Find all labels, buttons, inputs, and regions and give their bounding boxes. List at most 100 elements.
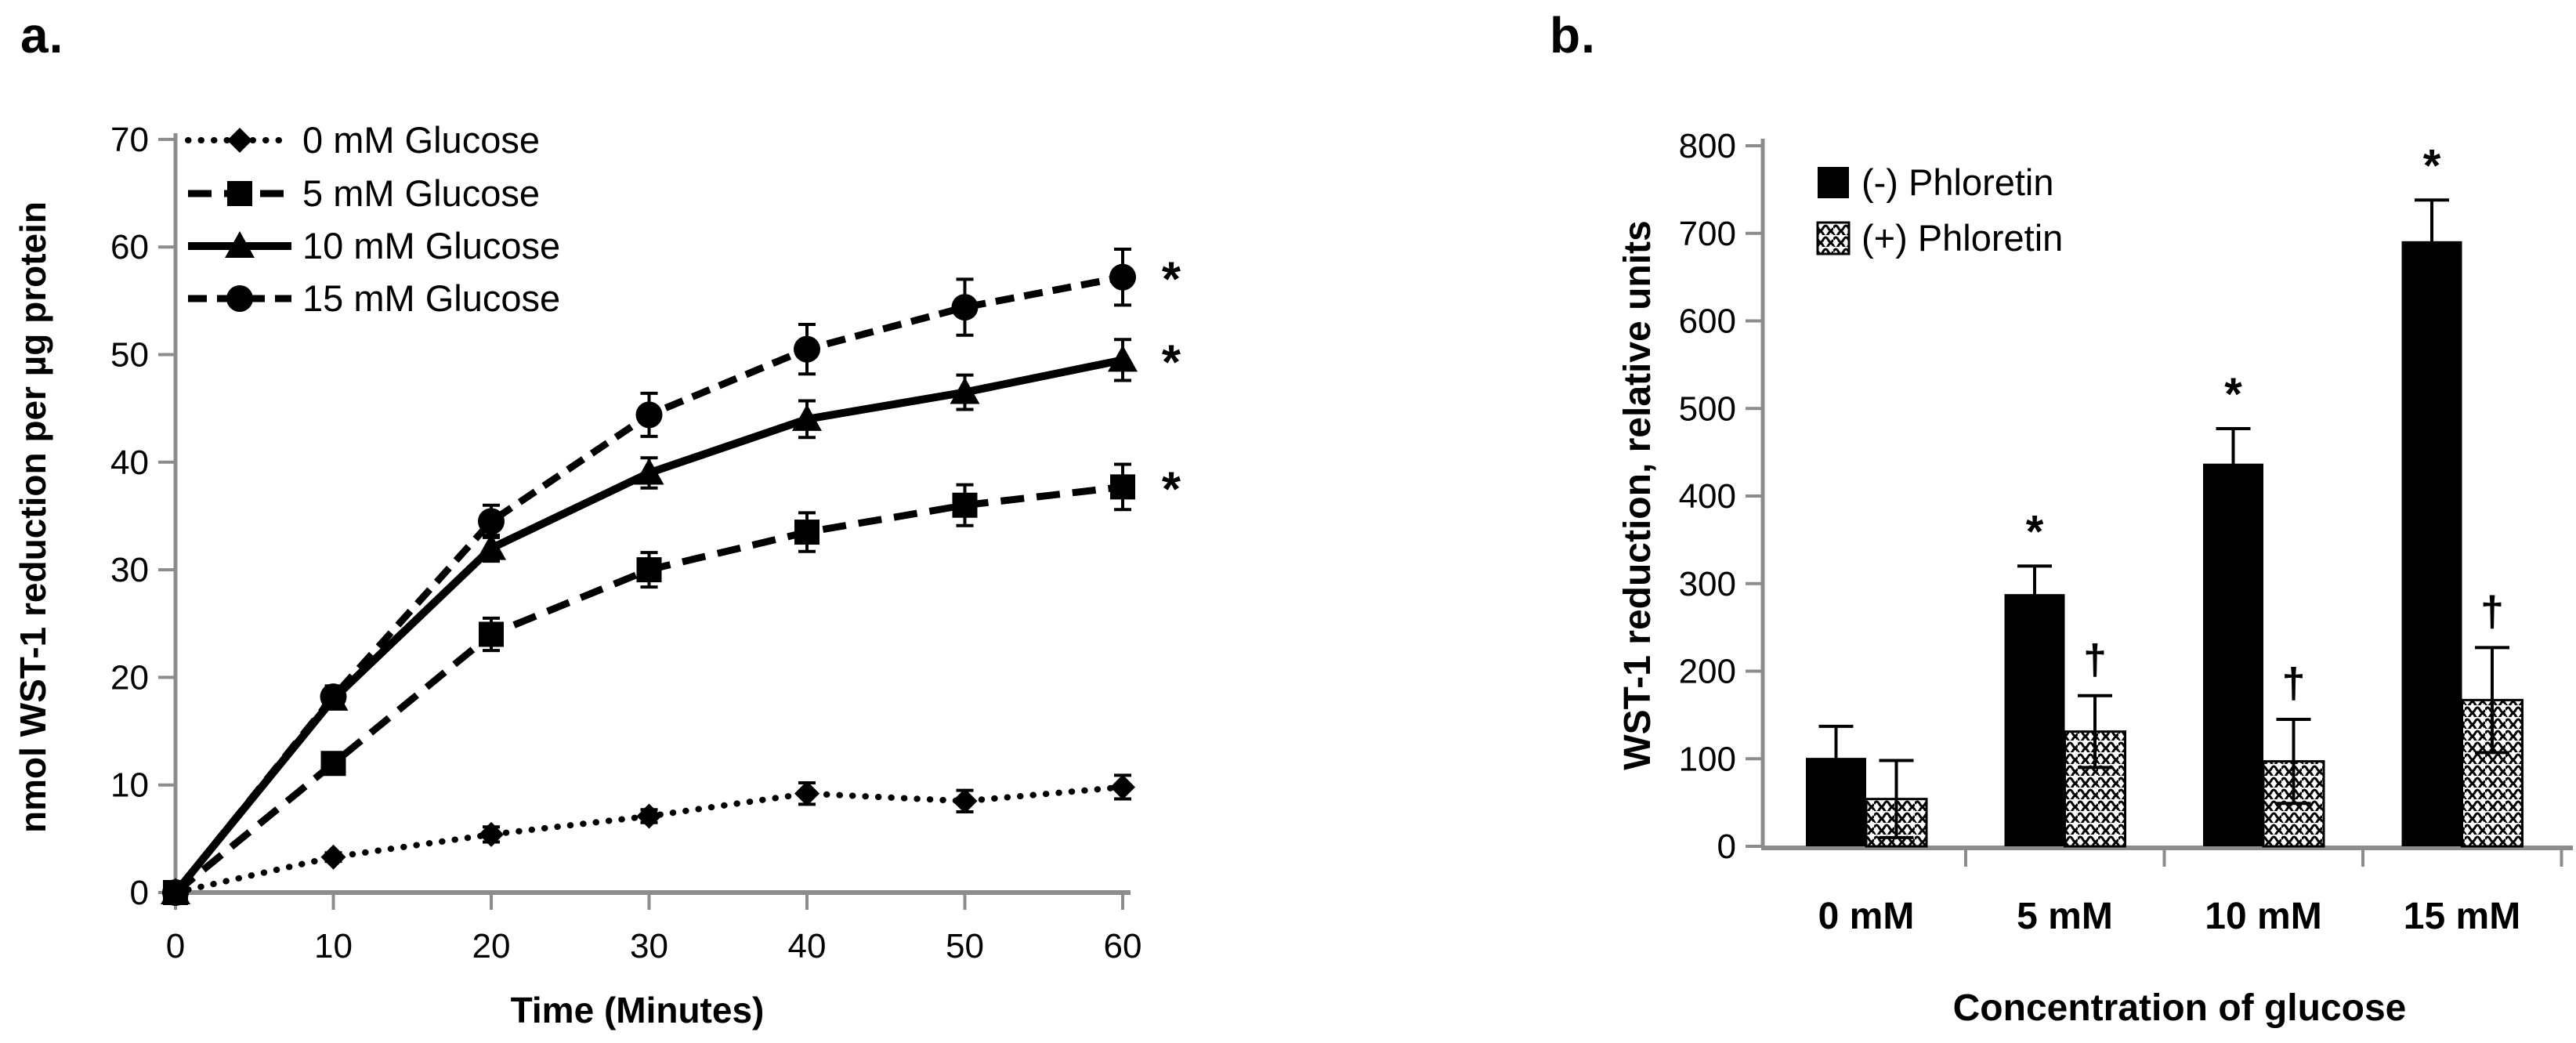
bar-group-15-mM: *†: [2401, 140, 2524, 848]
x-tick-label: 0: [166, 927, 185, 965]
error-bar-plus: [1879, 759, 1914, 839]
triangle-marker: [950, 377, 980, 404]
circle-marker: [794, 335, 820, 363]
bar-minus-phloretin: [2004, 594, 2065, 846]
y-tick-label: 20: [110, 658, 149, 697]
square-marker: [320, 751, 346, 777]
series-error-bars: [324, 462, 1131, 776]
x-tick-label: 40: [788, 927, 827, 965]
category-label: 0 mM: [1818, 896, 1915, 937]
circle-marker: [635, 401, 663, 429]
panel-a-chart: 0 10 20 30 40 50 60 70 0 10 20 30 40 50 60 Time (Minute…: [13, 119, 1181, 1030]
circle-marker: [478, 508, 505, 535]
category-label: 15 mM: [2404, 896, 2520, 937]
bar-group-0-mM: [1806, 724, 1928, 848]
legend-item-5-mM-Glucose: 5 mM Glucose: [188, 172, 540, 214]
y-tick-label: 600: [1679, 302, 1736, 341]
legend-label: (+) Phloretin: [1861, 217, 2063, 259]
triangle-marker: [792, 404, 822, 431]
triangle-marker: [634, 458, 664, 485]
series-markers: [163, 474, 1135, 905]
y-tick-label: 100: [1679, 740, 1736, 778]
triangle-marker: [1108, 345, 1138, 372]
y-tick-label: 70: [110, 121, 149, 159]
y-tick-label: 800: [1679, 127, 1736, 165]
panel-a-x-ticks: 0 10 20 30 40 50 60: [166, 893, 1142, 965]
legend-label: 5 mM Glucose: [302, 172, 540, 214]
x-tick-label: 30: [630, 927, 668, 965]
circle-marker: [1109, 263, 1136, 291]
diamond-marker: [636, 803, 662, 829]
panel-a-x-axis-title: Time (Minutes): [511, 990, 765, 1030]
panel-b-y-axis-title: WST-1 reduction, relative units: [1617, 220, 1659, 770]
error-bar-minus: [2415, 198, 2449, 284]
category-label: 10 mM: [2205, 896, 2321, 937]
diamond-marker: [479, 821, 504, 847]
triangle-marker: [476, 533, 506, 560]
series-line: [173, 483, 1123, 896]
series-markers: [161, 345, 1138, 904]
y-tick-label: 40: [110, 444, 149, 482]
circle-marker: [951, 294, 979, 321]
legend-label: 0 mM Glucose: [302, 119, 540, 161]
significance-asterisk: *: [1162, 253, 1181, 307]
triangle-icon: [225, 231, 255, 258]
series-error-bars: [324, 773, 1131, 864]
panel-b-axes: [1760, 139, 2573, 850]
error-bar-plus: [2078, 694, 2112, 770]
series-10-mM-Glucose: [161, 338, 1138, 904]
diamond-marker: [1110, 774, 1135, 800]
legend-item-10-mM-Glucose: 10 mM Glucose: [188, 225, 560, 266]
series-line: [172, 784, 1126, 896]
significance-asterisk: *: [2423, 140, 2441, 191]
panel-b-label: b.: [1550, 7, 1596, 63]
square-icon: [227, 181, 252, 206]
legend-label: 15 mM Glucose: [302, 277, 560, 319]
diamond-marker: [952, 788, 978, 814]
pattern-square-icon: [1816, 221, 1851, 255]
error-bar-minus: [1818, 724, 1854, 791]
bar-minus-phloretin: [2203, 463, 2263, 846]
significance-asterisk: *: [1162, 335, 1181, 389]
y-tick-label: 50: [110, 336, 149, 375]
panel-a-label: a.: [20, 7, 64, 63]
series-markers: [163, 774, 1135, 905]
legend-label: 10 mM Glucose: [302, 225, 560, 266]
error-bar-minus: [2216, 426, 2251, 501]
significance-dagger: †: [2480, 588, 2504, 635]
error-bar-plus: [2475, 646, 2509, 755]
x-tick-label: 10: [314, 927, 353, 965]
y-tick-label: 60: [110, 228, 149, 266]
x-tick-label: 60: [1104, 927, 1142, 965]
panel-b-chart: 0 100 200 300 400 500 600 700 800 0 mM 5 mM 10 mM 15…: [1617, 127, 2573, 1029]
square-marker: [636, 557, 662, 583]
y-tick-label: 300: [1679, 565, 1736, 603]
panel-b-x-ticks: 0 mM 5 mM 10 mM 15 mM: [1818, 848, 2563, 937]
y-tick-label: 30: [110, 551, 149, 589]
series-5-mM-Glucose: [163, 462, 1135, 905]
y-tick-label: 200: [1679, 653, 1736, 691]
legend-item-0-mM-Glucose: 0 mM Glucose: [185, 119, 540, 161]
panel-b-x-axis-title: Concentration of glucose: [1953, 987, 2407, 1029]
bar-minus-phloretin: [2401, 241, 2462, 846]
legend-item-minus-phloretin: (-) Phloretin: [1818, 161, 2054, 203]
diamond-icon: [227, 128, 252, 153]
significance-dagger: †: [2281, 660, 2305, 707]
panel-b-legend: (-) Phloretin (+) Phloretin: [1816, 161, 2063, 259]
series-error-bars: [324, 338, 1131, 709]
triangle-marker: [161, 878, 190, 904]
square-marker: [1110, 474, 1135, 500]
panel-a-legend: 0 mM Glucose 5 mM Glucose 10 mM Glucose 15 …: [185, 119, 560, 319]
error-bar-plus: [2276, 717, 2311, 806]
y-tick-label: 10: [110, 766, 149, 805]
category-label: 5 mM: [2017, 896, 2113, 937]
y-tick-label: 0: [1717, 828, 1736, 866]
panel-a-y-axis-title: nmol WST-1 reduction per µg protein: [13, 201, 53, 833]
significance-asterisk: *: [2224, 369, 2242, 420]
significance-asterisk: *: [2026, 506, 2044, 557]
square-marker: [794, 520, 819, 545]
diamond-marker: [320, 844, 346, 870]
panel-a-y-ticks: 0 10 20 30 40 50 60 70: [110, 121, 175, 912]
y-tick-label: 0: [130, 874, 149, 912]
error-bar-minus: [2017, 564, 2052, 624]
